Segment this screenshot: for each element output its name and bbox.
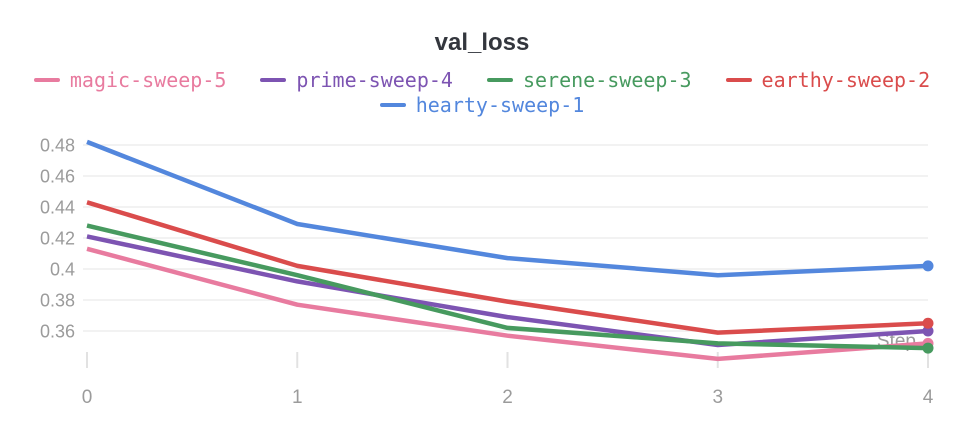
legend-item-earthy-sweep-2[interactable]: earthy-sweep-2 xyxy=(725,67,931,92)
legend-item-serene-sweep-3[interactable]: serene-sweep-3 xyxy=(486,67,692,92)
legend-item-prime-sweep-4[interactable]: prime-sweep-4 xyxy=(260,70,453,90)
series-line-hearty-sweep-1[interactable] xyxy=(86,139,929,278)
legend-label: prime-sweep-4 xyxy=(296,67,453,92)
x-axis-tick-label: 3 xyxy=(712,387,723,408)
legend-line-swatch xyxy=(379,102,406,107)
legend-line-swatch xyxy=(33,77,60,82)
legend-item-magic-sweep-5[interactable]: magic-sweep-5 xyxy=(33,67,227,92)
y-axis-tick-label: 0.48 xyxy=(40,135,75,155)
legend-line-swatch xyxy=(260,77,287,82)
chart-legend: magic-sweep-5 prime-sweep-4 serene-sweep-3… xyxy=(0,67,964,117)
y-axis-tick-label: 0.44 xyxy=(40,197,75,217)
x-axis-tick-label: 0 xyxy=(82,387,93,408)
series-endpoint-prime-sweep-4[interactable] xyxy=(922,325,934,337)
x-axis-tick-label: 4 xyxy=(923,387,934,408)
x-axis-tick-label: 2 xyxy=(502,387,513,408)
series-endpoint-earthy-sweep-2[interactable] xyxy=(922,317,934,329)
legend-label: serene-sweep-3 xyxy=(522,67,692,92)
legend-label: magic-sweep-5 xyxy=(69,67,227,92)
series-line-prime-sweep-4[interactable] xyxy=(86,234,929,348)
series-endpoint-serene-sweep-3[interactable] xyxy=(922,342,934,354)
legend-row: hearty-sweep-1 xyxy=(0,92,964,117)
y-axis-tick-label: 0.4 xyxy=(50,259,75,279)
series-line-serene-sweep-3[interactable] xyxy=(86,223,929,351)
y-axis-tick-label: 0.38 xyxy=(40,291,75,311)
legend-label: earthy-sweep-2 xyxy=(761,67,931,92)
y-axis-tick-label: 0.42 xyxy=(40,228,75,248)
series-line-magic-sweep-5[interactable] xyxy=(86,246,929,362)
legend-line-swatch xyxy=(486,77,513,82)
legend-label: hearty-sweep-1 xyxy=(415,92,585,117)
series-endpoint-hearty-sweep-1[interactable] xyxy=(922,260,934,272)
legend-line-swatch xyxy=(725,77,752,82)
x-axis-tick-label: 1 xyxy=(292,387,303,408)
y-axis-tick-label: 0.36 xyxy=(40,322,75,342)
series-line-earthy-sweep-2[interactable] xyxy=(86,200,929,335)
chart-title: val_loss xyxy=(434,29,530,56)
y-axis-tick-label: 0.46 xyxy=(40,166,75,186)
legend-item-hearty-sweep-1[interactable]: hearty-sweep-1 xyxy=(379,92,585,117)
legend-row: magic-sweep-5 prime-sweep-4 serene-sweep-3… xyxy=(0,67,964,92)
